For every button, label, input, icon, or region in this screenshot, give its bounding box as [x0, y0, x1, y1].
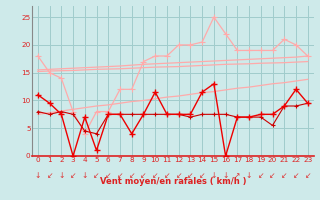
X-axis label: Vent moyen/en rafales ( km/h ): Vent moyen/en rafales ( km/h )	[100, 177, 246, 186]
Text: ↗: ↗	[234, 171, 241, 180]
Text: ↙: ↙	[281, 171, 287, 180]
Text: ↓: ↓	[211, 171, 217, 180]
Text: ↓: ↓	[82, 171, 88, 180]
Text: ↙: ↙	[187, 171, 194, 180]
Text: ↙: ↙	[46, 171, 53, 180]
Text: ↙: ↙	[305, 171, 311, 180]
Text: ↙: ↙	[129, 171, 135, 180]
Text: ↙: ↙	[269, 171, 276, 180]
Text: ↙: ↙	[117, 171, 123, 180]
Text: ↙: ↙	[152, 171, 158, 180]
Text: ↙: ↙	[258, 171, 264, 180]
Text: ↙: ↙	[93, 171, 100, 180]
Text: ↙: ↙	[70, 171, 76, 180]
Text: ↙: ↙	[293, 171, 299, 180]
Text: ↓: ↓	[222, 171, 229, 180]
Text: ↙: ↙	[175, 171, 182, 180]
Text: ↓: ↓	[35, 171, 41, 180]
Text: ↓: ↓	[246, 171, 252, 180]
Text: ↓: ↓	[58, 171, 65, 180]
Text: ↙: ↙	[140, 171, 147, 180]
Text: ↙: ↙	[164, 171, 170, 180]
Text: ↙: ↙	[105, 171, 111, 180]
Text: ↙: ↙	[199, 171, 205, 180]
